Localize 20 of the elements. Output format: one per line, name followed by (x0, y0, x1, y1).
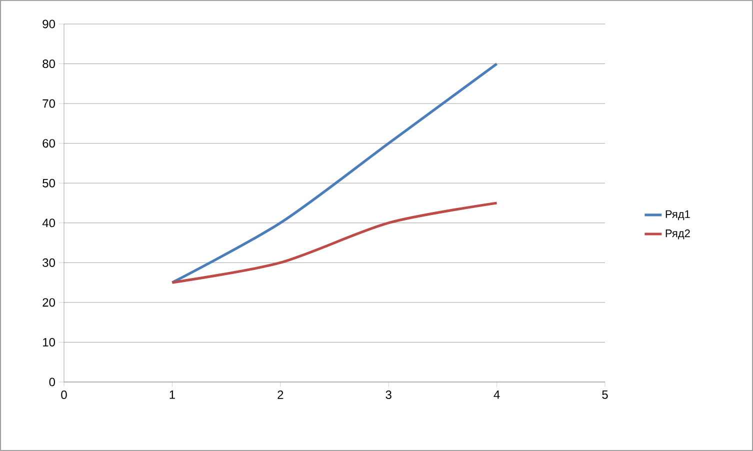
x-tick-label: 3 (386, 390, 392, 400)
y-tick-label: 40 (42, 218, 56, 228)
y-tick-label: 10 (43, 338, 56, 346)
x-tick-label: 5 (602, 390, 608, 399)
y-tick-label: 30 (42, 258, 56, 267)
x-tick-label: 1 (170, 390, 175, 399)
legend-label: Ряд2 (666, 229, 690, 240)
y-tick-label: 20 (42, 298, 56, 307)
y-tick-label: 90 (42, 20, 56, 28)
y-tick-label: 0 (49, 378, 56, 386)
line-series (170, 202, 498, 284)
legend-label: Ряд1 (666, 210, 690, 220)
y-tick-label: 60 (42, 139, 56, 148)
x-tick-label: 2 (278, 390, 284, 399)
y-tick-label: 80 (42, 60, 56, 68)
line-series (170, 62, 498, 284)
y-tick-label: 70 (42, 99, 56, 108)
x-tick-label: 4 (494, 390, 500, 399)
y-tick-label: 50 (42, 178, 56, 188)
x-tick-label: 0 (61, 390, 67, 400)
